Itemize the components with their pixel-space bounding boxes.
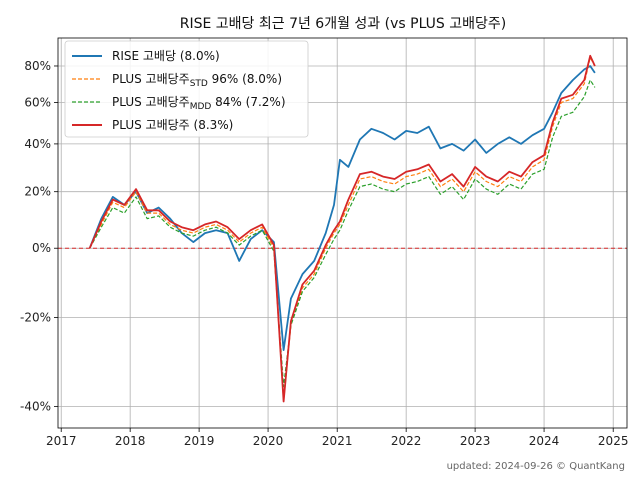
- y-axis-ticks: 80% 60% 40% 20% 0% -20% -40%: [20, 59, 58, 414]
- x-tick-label-8: 2025: [598, 434, 629, 448]
- legend: RISE 고배당 (8.0%)PLUS 고배당주STD 96% (8.0%)PL…: [64, 40, 309, 138]
- legend-label-sub-2: MDD: [190, 102, 212, 112]
- legend-label-tail-1: 96% (8.0%): [208, 72, 282, 86]
- series-line-0: [88, 65, 596, 351]
- footer-updated: updated: 2024-09-26 © QuantKang: [447, 461, 625, 472]
- legend-label-1: PLUS 고배당주STD 96% (8.0%): [112, 72, 282, 89]
- legend-label-sub-1: STD: [190, 79, 208, 89]
- x-tick-label-0: 2017: [46, 434, 77, 448]
- legend-items: RISE 고배당 (8.0%)PLUS 고배당주STD 96% (8.0%)PL…: [72, 49, 286, 132]
- x-tick-label-2: 2019: [184, 434, 215, 448]
- y-tick-label-3: 20%: [24, 185, 51, 199]
- x-tick-label-3: 2020: [253, 434, 284, 448]
- legend-label-main-0: RISE 고배당 (8.0%): [112, 49, 220, 63]
- series-line-1: [89, 56, 596, 403]
- x-tick-label-5: 2022: [391, 434, 422, 448]
- x-tick-label-6: 2023: [460, 434, 491, 448]
- legend-label-2: PLUS 고배당주MDD 84% (7.2%): [112, 95, 286, 112]
- y-tick-label-6: -40%: [20, 400, 51, 414]
- y-tick-label-5: -20%: [20, 310, 51, 324]
- x-tick-label-1: 2018: [115, 434, 146, 448]
- x-axis-ticks: 2017 2018 2019 2020 2021 2022 2023 2024 2025: [46, 428, 629, 448]
- legend-label-main-2: PLUS 고배당주: [112, 95, 190, 109]
- x-tick-label-4: 2021: [322, 434, 353, 448]
- y-tick-label-0: 80%: [24, 59, 51, 73]
- chart-title: RISE 고배당 최근 7년 6개월 성과 (vs PLUS 고배당주): [180, 16, 507, 32]
- series-group: [88, 54, 596, 403]
- legend-label-main-1: PLUS 고배당주: [112, 72, 190, 86]
- legend-label-3: PLUS 고배당주 (8.3%): [112, 118, 233, 132]
- plot-frame: [57, 37, 628, 429]
- y-tick-label-2: 40%: [24, 137, 51, 151]
- legend-label-tail-2: 84% (7.2%): [211, 95, 285, 109]
- series-line-2: [89, 79, 596, 388]
- legend-label-main-3: PLUS 고배당주 (8.3%): [112, 118, 233, 132]
- y-tick-label-1: 60%: [24, 96, 51, 110]
- y-tick-label-4: 0%: [32, 241, 51, 255]
- series-line-3: [88, 54, 596, 403]
- legend-frame: [64, 40, 309, 138]
- x-tick-label-7: 2024: [529, 434, 560, 448]
- legend-label-0: RISE 고배당 (8.0%): [112, 49, 220, 63]
